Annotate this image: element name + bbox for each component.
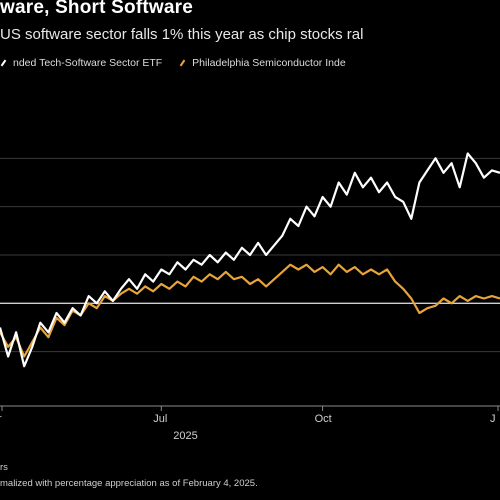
legend-label-software: nded Tech-Software Sector ETF [13, 57, 163, 69]
x-tick-label-3: J [490, 413, 496, 425]
x-year-label: 2025 [173, 430, 198, 442]
chart-title: ware, Short Software [0, 0, 193, 18]
legend: nded Tech-Software Sector ETF Philadelph… [0, 57, 346, 69]
chart-source: rs [0, 462, 8, 473]
x-tick-label-1: Jul [153, 413, 168, 425]
legend-label-semis: Philadelphia Semiconductor Inde [192, 57, 346, 69]
x-tick-label-2: Oct [314, 413, 332, 425]
series-line-software [0, 152, 500, 368]
chart-note: malized with percentage appreciation as … [0, 478, 258, 489]
x-tick-label-0: r [0, 413, 2, 425]
chart-subtitle: US software sector falls 1% this year as… [0, 26, 364, 43]
